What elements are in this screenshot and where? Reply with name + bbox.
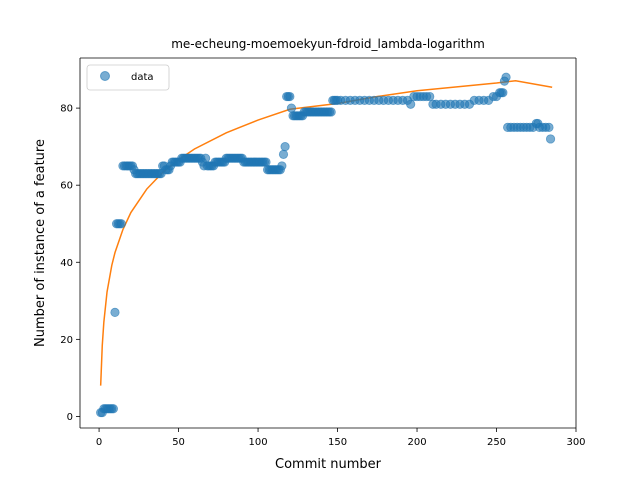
x-tick-label: 100	[249, 437, 268, 448]
data-point	[545, 134, 556, 144]
data-point	[200, 153, 211, 163]
x-tick-label: 250	[487, 437, 506, 448]
data-point	[116, 219, 126, 229]
y-tick-label: 60	[60, 181, 73, 192]
legend-label-data: data	[131, 72, 154, 83]
data-point	[278, 149, 289, 159]
y-axis-ticks: 0 20 40 60 80	[60, 104, 80, 423]
x-tick-label: 0	[96, 437, 102, 448]
x-axis-label: Commit number	[275, 457, 382, 472]
y-tick-label: 20	[60, 335, 73, 346]
data-point	[277, 161, 287, 171]
data-point	[544, 122, 554, 132]
x-tick-label: 200	[407, 437, 426, 448]
axes-frame	[79, 57, 577, 429]
y-tick-label: 0	[67, 412, 73, 423]
legend: data	[86, 64, 170, 91]
chart-title: me-echeung-moemoekyun-fdroid_lambda-loga…	[171, 37, 485, 51]
y-tick-label: 40	[60, 258, 73, 269]
data-point	[425, 91, 435, 102]
data-point	[110, 307, 120, 317]
legend-marker-data	[100, 71, 110, 81]
data-point	[326, 107, 336, 117]
data-point	[406, 99, 416, 109]
data-point	[501, 72, 511, 82]
x-axis-ticks: 0 50 100 150 200 250 300	[96, 428, 586, 448]
x-tick-label: 300	[566, 437, 585, 448]
scatter-points-layer	[96, 72, 556, 418]
legend-box	[86, 64, 170, 91]
data-point	[498, 88, 508, 98]
data-point	[261, 157, 271, 167]
data-point	[280, 142, 290, 152]
data-point	[285, 91, 295, 102]
plot-area	[80, 58, 576, 428]
y-tick-label: 80	[60, 104, 73, 115]
x-tick-label: 50	[172, 437, 185, 448]
y-axis-label: Number of instance of a feature	[33, 139, 48, 347]
data-point	[286, 103, 297, 113]
data-point	[108, 404, 118, 414]
x-tick-label: 150	[328, 437, 347, 448]
